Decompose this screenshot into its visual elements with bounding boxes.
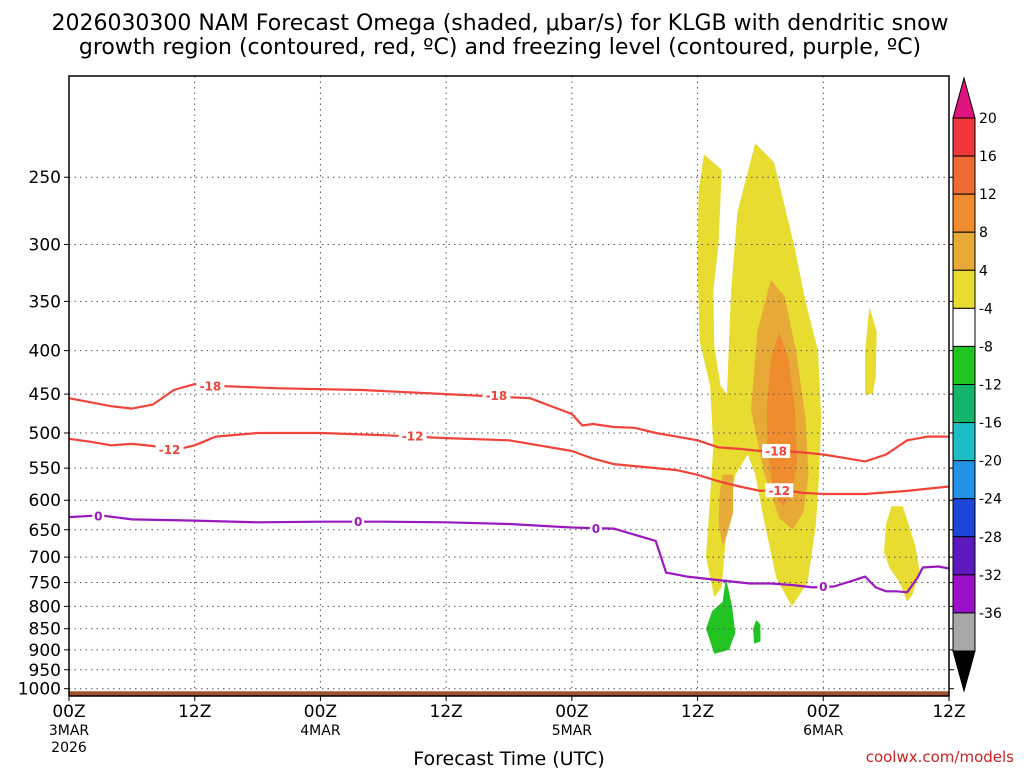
y-tick-label-550: 550	[29, 459, 61, 479]
omega-region-5	[766, 331, 798, 507]
colorbar-label-2: 12	[979, 187, 997, 203]
source-credit: coolwx.com/models	[866, 748, 1014, 766]
colorbar-bottom-arrow	[952, 650, 976, 693]
x-tick-label-7: 12Z	[932, 702, 965, 722]
freezing-level-0-label-bg-1	[352, 514, 365, 529]
colorbar-top-arrow	[952, 76, 976, 119]
y-tick-label-700: 700	[29, 548, 61, 568]
colorbar-label-11: -28	[979, 530, 1002, 546]
contour-layer: -18 -18 -18 -12 -12 -12 0 0 0 0	[68, 378, 950, 594]
dgz-minus18-line	[68, 383, 949, 463]
ground-layer	[69, 691, 949, 696]
colorbar-bin-6	[952, 345, 976, 385]
y-tick-label-950: 950	[29, 661, 61, 681]
colorbar-bin-11	[952, 536, 976, 576]
colorbar-label-3: 8	[979, 225, 988, 241]
y-tick-label-600: 600	[29, 491, 61, 511]
dgz-minus18-label-bg-0	[196, 378, 225, 393]
freezing-level-0-label-bg-2	[589, 521, 602, 536]
x-tick-label-5: 12Z	[681, 702, 714, 722]
x-tick-label-6: 00Z	[807, 702, 840, 722]
dgz-minus18-label-0: -18	[200, 379, 222, 393]
colorbar-bin-5	[952, 307, 976, 347]
colorbar: 20 16 12 8 4 -4 -8 -12 -16 -20 -24 -28 -32 -36	[952, 76, 1002, 693]
colorbar-bin-9	[952, 460, 976, 500]
colorbar-label-13: -36	[979, 606, 1002, 622]
x-date-label-2: 4MAR	[300, 723, 341, 739]
y-tick-label-800: 800	[29, 597, 61, 617]
y-tick-label-750: 750	[29, 574, 61, 594]
dgz-minus12-label-bg-2	[765, 483, 794, 498]
dgz-minus18-label-2: -18	[765, 444, 787, 458]
omega-region-7	[753, 620, 761, 644]
x-axis-label: Forecast Time (UTC)	[413, 748, 604, 768]
colorbar-label-1: 16	[979, 149, 997, 165]
x-year-label-0: 2026	[51, 740, 87, 756]
y-tick-label-300: 300	[29, 236, 61, 256]
colorbar-bin-10	[952, 498, 976, 538]
colorbar-label-7: -12	[979, 378, 1002, 394]
colorbar-label-4: 4	[979, 263, 988, 279]
colorbar-label-0: 20	[979, 111, 997, 127]
y-tick-label-1000: 1000	[18, 680, 61, 700]
y-tick-label-500: 500	[29, 424, 61, 444]
colorbar-bin-13	[952, 612, 976, 652]
freezing-level-0-label-1: 0	[354, 515, 362, 529]
colorbar-label-10: -24	[979, 492, 1002, 508]
y-tick-label-900: 900	[29, 641, 61, 661]
freezing-level-0-line	[68, 514, 950, 594]
x-tick-label-0: 00Z	[52, 702, 85, 722]
y-tick-label-650: 650	[29, 521, 61, 541]
colorbar-bin-8	[952, 422, 976, 462]
colorbar-bin-2	[952, 193, 976, 233]
x-date-label-6: 6MAR	[803, 723, 844, 739]
colorbar-bin-3	[952, 231, 976, 271]
colorbar-bin-7	[952, 384, 976, 424]
freezing-level-0-label-3: 0	[819, 580, 827, 594]
colorbar-label-9: -20	[979, 454, 1002, 470]
x-tick-label-3: 12Z	[430, 702, 463, 722]
colorbar-label-8: -16	[979, 416, 1002, 432]
y-tick-label-350: 350	[29, 292, 61, 312]
freezing-level-0-label-bg-0	[92, 508, 105, 523]
x-tick-label-2: 00Z	[304, 702, 337, 722]
dgz-minus12-label-bg-1	[398, 428, 427, 443]
omega-region-6	[706, 577, 736, 654]
colorbar-label-5: -4	[979, 301, 993, 317]
colorbar-bin-4	[952, 269, 976, 309]
ground-surface	[69, 691, 949, 696]
dgz-minus18-label-bg-1	[482, 388, 511, 403]
freezing-level-0-label-2: 0	[592, 522, 600, 536]
colorbar-bin-1	[952, 155, 976, 195]
dgz-minus18-label-1: -18	[486, 389, 508, 403]
dgz-minus12-label-1: -12	[402, 429, 424, 443]
dgz-minus12-label-0: -12	[159, 443, 181, 457]
dgz-minus18-label-bg-2	[762, 443, 791, 458]
x-date-label-0: 3MAR	[49, 723, 90, 739]
colorbar-label-12: -32	[979, 568, 1002, 584]
colorbar-label-6: -8	[979, 339, 993, 355]
x-tick-label-1: 12Z	[178, 702, 211, 722]
axes-layer: 2503003504004505005506006507007508008509…	[18, 168, 966, 756]
x-date-label-4: 5MAR	[552, 723, 593, 739]
chart-title-line-1: 2026030300 NAM Forecast Omega (shaded, μ…	[51, 11, 948, 36]
omega-region-2	[884, 506, 920, 602]
chart-title-line-2: growth region (contoured, red, ºC) and f…	[79, 35, 921, 60]
y-tick-label-400: 400	[29, 342, 61, 362]
x-tick-label-4: 00Z	[555, 702, 588, 722]
freezing-level-0-label-0: 0	[94, 509, 102, 523]
omega-region-1	[865, 306, 877, 395]
dgz-minus12-label-2: -12	[768, 484, 790, 498]
freezing-level-0-label-bg-3	[817, 579, 830, 594]
colorbar-bin-0	[952, 117, 976, 157]
colorbar-bin-12	[952, 574, 976, 614]
omega-region-4	[718, 474, 734, 547]
y-tick-label-250: 250	[29, 168, 61, 188]
y-tick-label-850: 850	[29, 620, 61, 640]
y-tick-label-450: 450	[29, 385, 61, 405]
dgz-minus12-label-bg-0	[155, 442, 184, 457]
plot-frame	[68, 75, 950, 697]
